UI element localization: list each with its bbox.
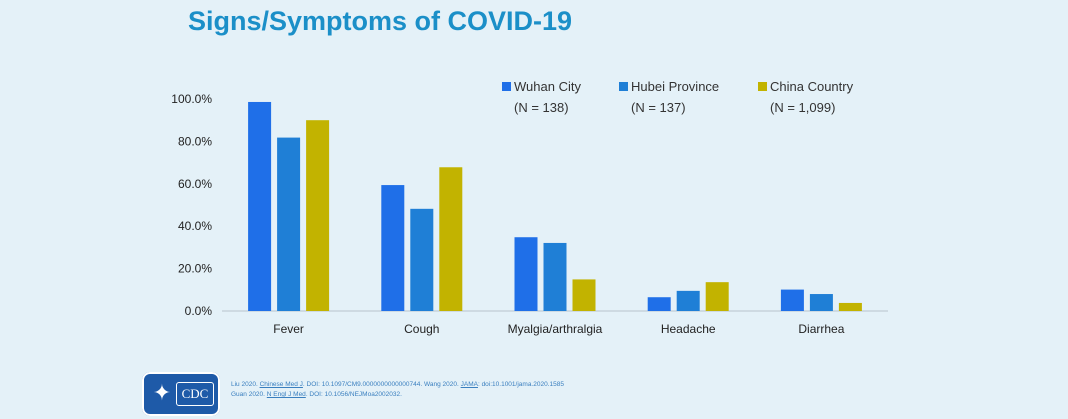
bar bbox=[572, 279, 596, 311]
citation-line-1: Liu 2020. Chinese Med J. DOI: 10.1097/CM… bbox=[231, 381, 564, 388]
bar bbox=[306, 120, 330, 311]
legend-swatch bbox=[502, 82, 511, 91]
y-tick-label: 20.0% bbox=[178, 262, 212, 276]
bar bbox=[809, 294, 833, 311]
legend-n-label: (N = 137) bbox=[631, 100, 686, 115]
legend-n-label: (N = 138) bbox=[514, 100, 569, 115]
bar bbox=[543, 242, 567, 311]
legend-n-label: (N = 1,099) bbox=[770, 100, 835, 115]
bar-chart: 0.0% 20.0% 40.0% 60.0% 80.0% 100.0% Fever Cough… bbox=[171, 79, 888, 336]
x-tick-label: Headache bbox=[661, 322, 716, 336]
bar bbox=[676, 290, 700, 311]
y-tick-label: 0.0% bbox=[185, 304, 213, 318]
bar bbox=[705, 282, 729, 311]
bar bbox=[410, 208, 434, 311]
y-tick-label: 80.0% bbox=[178, 134, 212, 148]
x-tick-label: Myalgia/arthralgia bbox=[508, 322, 603, 336]
bar bbox=[381, 185, 405, 311]
bar bbox=[514, 237, 538, 311]
citation-line-2: Guan 2020. N Engl J Med. DOI: 10.1056/NE… bbox=[231, 391, 402, 398]
citations: Liu 2020. Chinese Med J. DOI: 10.1097/CM… bbox=[231, 380, 564, 400]
x-tick-label: Fever bbox=[273, 322, 304, 336]
footer: ✦ CDC Liu 2020. Chinese Med J. DOI: 10.1… bbox=[0, 364, 1068, 419]
x-tick-label: Cough bbox=[404, 322, 439, 336]
bar bbox=[439, 167, 463, 311]
legend-label: Wuhan City bbox=[514, 79, 581, 94]
legend-label: Hubei Province bbox=[631, 79, 719, 94]
x-tick-label: Diarrhea bbox=[798, 322, 844, 336]
bar bbox=[838, 302, 862, 311]
bar bbox=[277, 137, 301, 311]
cdc-logo-text: CDC bbox=[176, 382, 214, 406]
bar bbox=[248, 101, 272, 311]
bar bbox=[780, 289, 804, 311]
legend-swatch bbox=[619, 82, 628, 91]
y-tick-label: 40.0% bbox=[178, 219, 212, 233]
y-tick-label: 60.0% bbox=[178, 177, 212, 191]
bar bbox=[647, 297, 671, 311]
eagle-icon: ✦ bbox=[152, 380, 172, 405]
cdc-logo: ✦ CDC bbox=[142, 372, 220, 416]
legend-label: China Country bbox=[770, 79, 854, 94]
y-tick-label: 100.0% bbox=[171, 92, 212, 106]
legend-swatch bbox=[758, 82, 767, 91]
chart-title: Signs/Symptoms of COVID-19 bbox=[187, 6, 573, 36]
